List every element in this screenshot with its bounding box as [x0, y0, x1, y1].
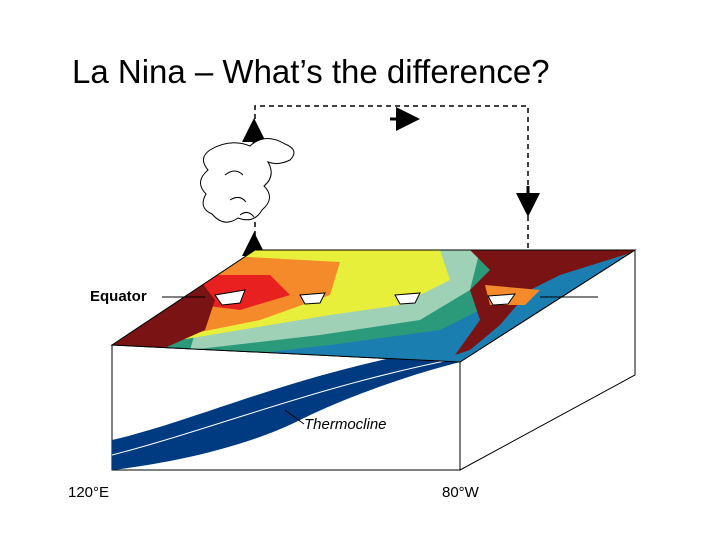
- walker-circulation: [254, 105, 529, 248]
- pointer: [284, 409, 305, 425]
- east-label: 80°W: [442, 484, 480, 501]
- west-label: 120°E: [68, 484, 109, 501]
- thermocline-layer: [112, 345, 460, 470]
- boats: [214, 289, 517, 306]
- equator-label: Equator: [90, 288, 147, 305]
- slide-title: La Nina – What’s the difference?: [72, 53, 550, 90]
- thermocline-label: Thermocline: [304, 416, 387, 433]
- cloud: [200, 138, 295, 223]
